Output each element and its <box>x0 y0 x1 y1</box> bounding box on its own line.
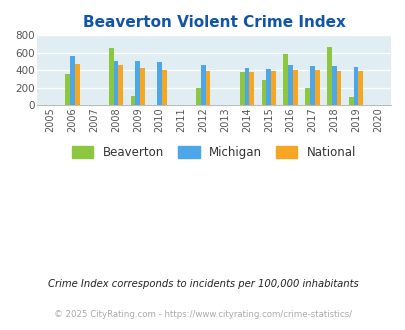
Bar <box>196 88 200 105</box>
Bar <box>261 80 266 105</box>
Bar <box>292 70 297 105</box>
Bar <box>314 70 319 105</box>
Legend: Beaverton, Michigan, National: Beaverton, Michigan, National <box>66 140 361 165</box>
Bar <box>326 47 331 105</box>
Bar <box>65 74 70 105</box>
Bar <box>336 72 341 105</box>
Bar <box>271 72 275 105</box>
Bar <box>157 62 162 105</box>
Bar <box>244 68 249 105</box>
Bar <box>75 64 79 105</box>
Bar <box>358 72 362 105</box>
Text: Crime Index corresponds to incidents per 100,000 inhabitants: Crime Index corresponds to incidents per… <box>47 279 358 289</box>
Bar <box>70 56 75 105</box>
Bar <box>118 65 123 105</box>
Bar <box>113 61 118 105</box>
Bar <box>288 65 292 105</box>
Bar <box>205 71 210 105</box>
Bar <box>331 66 336 105</box>
Bar <box>140 68 145 105</box>
Bar <box>266 69 271 105</box>
Title: Beaverton Violent Crime Index: Beaverton Violent Crime Index <box>83 15 345 30</box>
Bar <box>130 96 135 105</box>
Bar <box>239 72 244 105</box>
Bar <box>348 97 353 105</box>
Bar <box>200 65 205 105</box>
Bar <box>162 70 166 105</box>
Bar <box>309 66 314 105</box>
Bar <box>305 88 309 105</box>
Bar <box>135 61 140 105</box>
Bar <box>283 54 288 105</box>
Text: © 2025 CityRating.com - https://www.cityrating.com/crime-statistics/: © 2025 CityRating.com - https://www.city… <box>54 310 351 319</box>
Bar <box>249 72 254 105</box>
Bar <box>353 67 358 105</box>
Bar <box>109 48 113 105</box>
